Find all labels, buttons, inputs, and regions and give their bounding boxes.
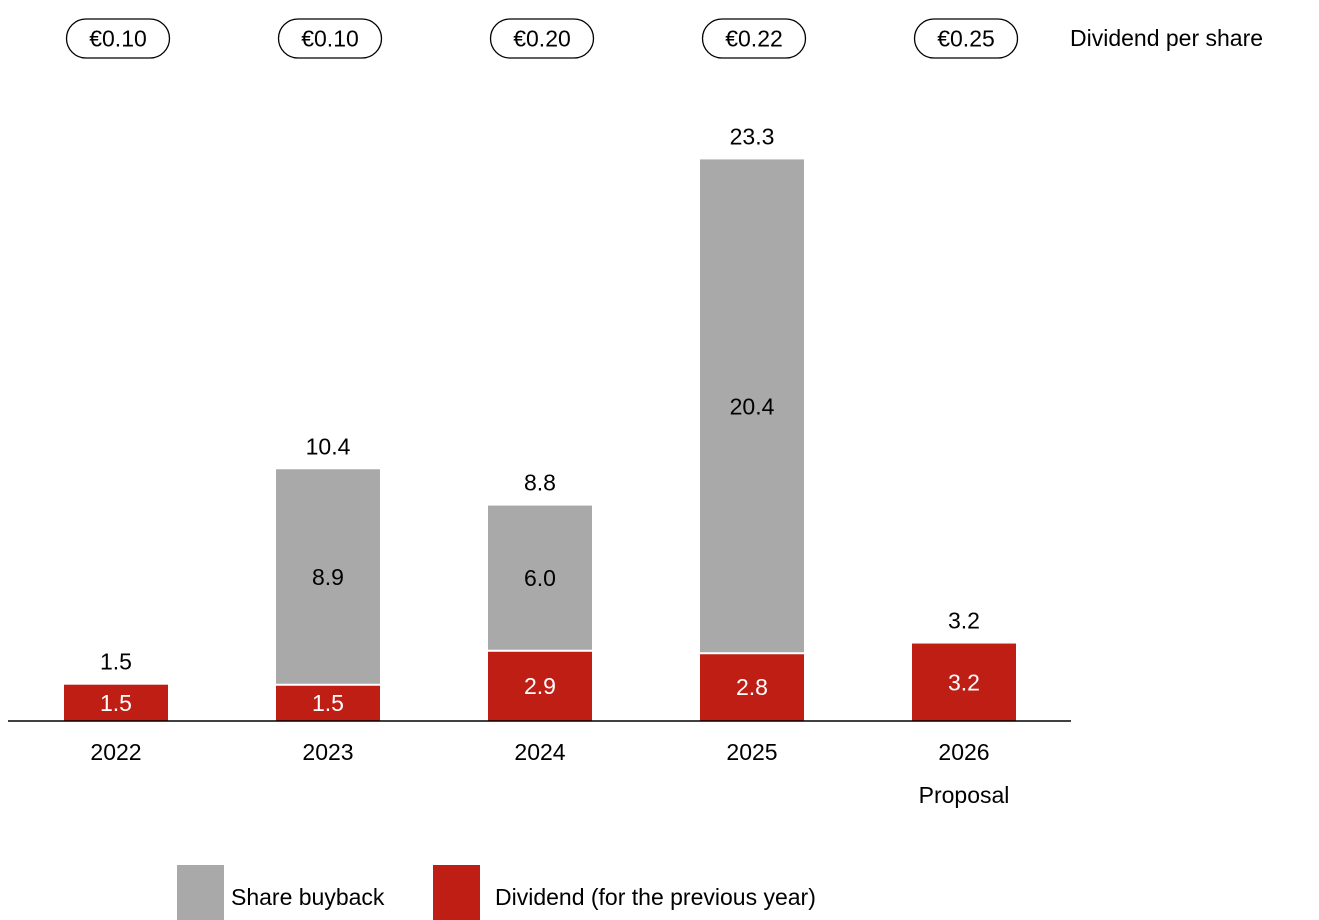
legend-swatch — [433, 865, 480, 920]
bar-dividend — [912, 643, 1016, 721]
legend-swatch — [177, 865, 224, 920]
legend: Share buyback Dividend (for the previous … — [177, 865, 816, 920]
legend-item: Share buyback — [177, 865, 385, 920]
dividend-per-share-value: €0.22 — [725, 26, 783, 52]
bars: 1.5 1.5 1.5 8.9 10.4 2.9 6.0 8.8 2.8 20.4 23.3 3.2 3… — [64, 123, 1016, 721]
dividend-data-label: 1.5 — [312, 690, 344, 716]
bar-dividend — [64, 684, 168, 721]
dividend-data-label: 2.8 — [736, 674, 768, 700]
bar-share-buyback — [276, 469, 380, 685]
total-data-label: 3.2 — [948, 608, 980, 634]
x-tick-label: 2025 — [726, 739, 777, 765]
dividend-per-share-label: Dividend per share — [1070, 25, 1263, 51]
x-tick-label: 2022 — [90, 739, 141, 765]
total-data-label: 10.4 — [306, 433, 351, 459]
dividend-data-label: 2.9 — [524, 673, 556, 699]
total-data-label: 23.3 — [730, 123, 775, 149]
buyback-data-label: 8.9 — [312, 564, 344, 590]
dividend-per-share-value: €0.20 — [513, 26, 571, 52]
bar-dividend — [488, 650, 592, 721]
dividend-data-label: 1.5 — [100, 690, 132, 716]
pill-outline — [701, 18, 807, 59]
x-tick-label: 2024 — [514, 739, 565, 765]
x-tick-label: 2026 — [938, 739, 989, 765]
dividend-per-share-value: €0.10 — [301, 26, 359, 52]
dividend-per-share-row: €0.10 €0.10 €0.20 €0.22 €0.25 — [65, 18, 1019, 59]
dividend-per-share-pill: €0.20 — [489, 18, 595, 59]
legend-item: Dividend (for the previous year) — [433, 865, 816, 920]
pill-outline — [489, 18, 595, 59]
buyback-data-label: 6.0 — [524, 565, 556, 591]
pill-outline — [277, 18, 383, 59]
bar-dividend — [276, 684, 380, 721]
x-axis-tick-labels: 2022 2023 2024 2025 2026 Proposal — [90, 739, 1009, 808]
pill-outline — [65, 18, 171, 59]
dividend-per-share-value: €0.10 — [89, 26, 147, 52]
bar-share-buyback — [700, 159, 804, 654]
bar-share-buyback — [488, 505, 592, 651]
x-tick-label: 2023 — [302, 739, 353, 765]
pill-outline — [913, 18, 1019, 59]
total-data-label: 1.5 — [100, 649, 132, 675]
dividend-per-share-pill: €0.22 — [701, 18, 807, 59]
bar-dividend — [700, 653, 804, 721]
dividend-per-share-pill: €0.10 — [65, 18, 171, 59]
total-data-label: 8.8 — [524, 470, 556, 496]
legend-label: Share buyback — [231, 884, 385, 910]
legend-label: Dividend (for the previous year) — [495, 884, 816, 910]
dividend-data-label: 3.2 — [948, 669, 980, 695]
dividend-per-share-pill: €0.10 — [277, 18, 383, 59]
dividend-per-share-value: €0.25 — [937, 26, 995, 52]
dividend-per-share-pill: €0.25 — [913, 18, 1019, 59]
buyback-data-label: 20.4 — [730, 393, 775, 419]
x-tick-sublabel: Proposal — [919, 782, 1010, 808]
